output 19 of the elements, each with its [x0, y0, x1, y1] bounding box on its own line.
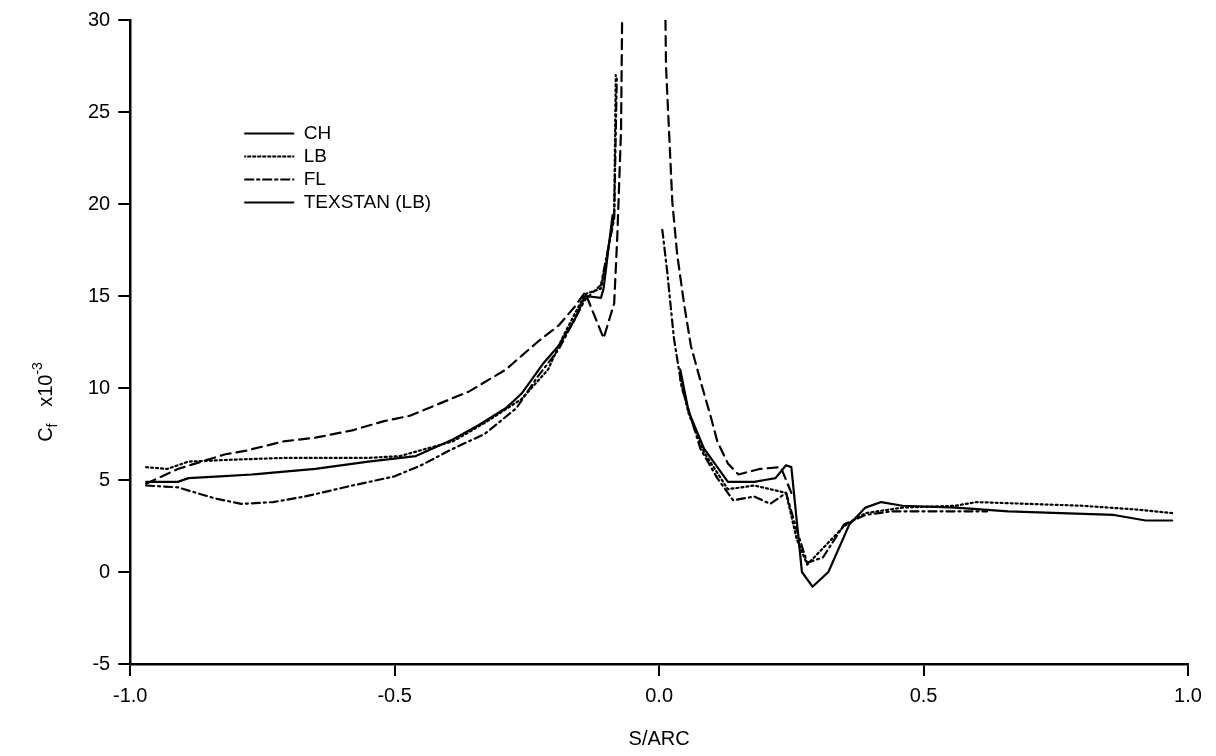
y-tick-label: 0: [99, 559, 111, 582]
x-tick-label: 0.0: [645, 683, 674, 706]
y-tick-label: -5: [92, 651, 111, 674]
y-tick-label: 10: [88, 375, 111, 398]
y-tick-label: 5: [99, 467, 111, 490]
x-tick-label: -0.5: [377, 683, 412, 706]
legend-label: TEXSTAN (LB): [303, 190, 432, 212]
legend-label: LB: [303, 144, 327, 166]
legend-label: FL: [303, 167, 326, 189]
y-axis-title: Cf x10-3: [29, 361, 60, 442]
y-tick-label: 25: [88, 99, 111, 122]
x-axis-title: S/ARC: [628, 727, 690, 749]
x-tick-label: 1.0: [1174, 683, 1202, 706]
y-tick-label: 15: [88, 283, 111, 306]
y-tick-label: 20: [88, 191, 111, 214]
legend-label: CH: [303, 121, 332, 143]
y-tick-label: 30: [88, 7, 111, 30]
x-tick-label: -1.0: [113, 683, 148, 706]
x-tick-label: 0.5: [909, 683, 938, 706]
